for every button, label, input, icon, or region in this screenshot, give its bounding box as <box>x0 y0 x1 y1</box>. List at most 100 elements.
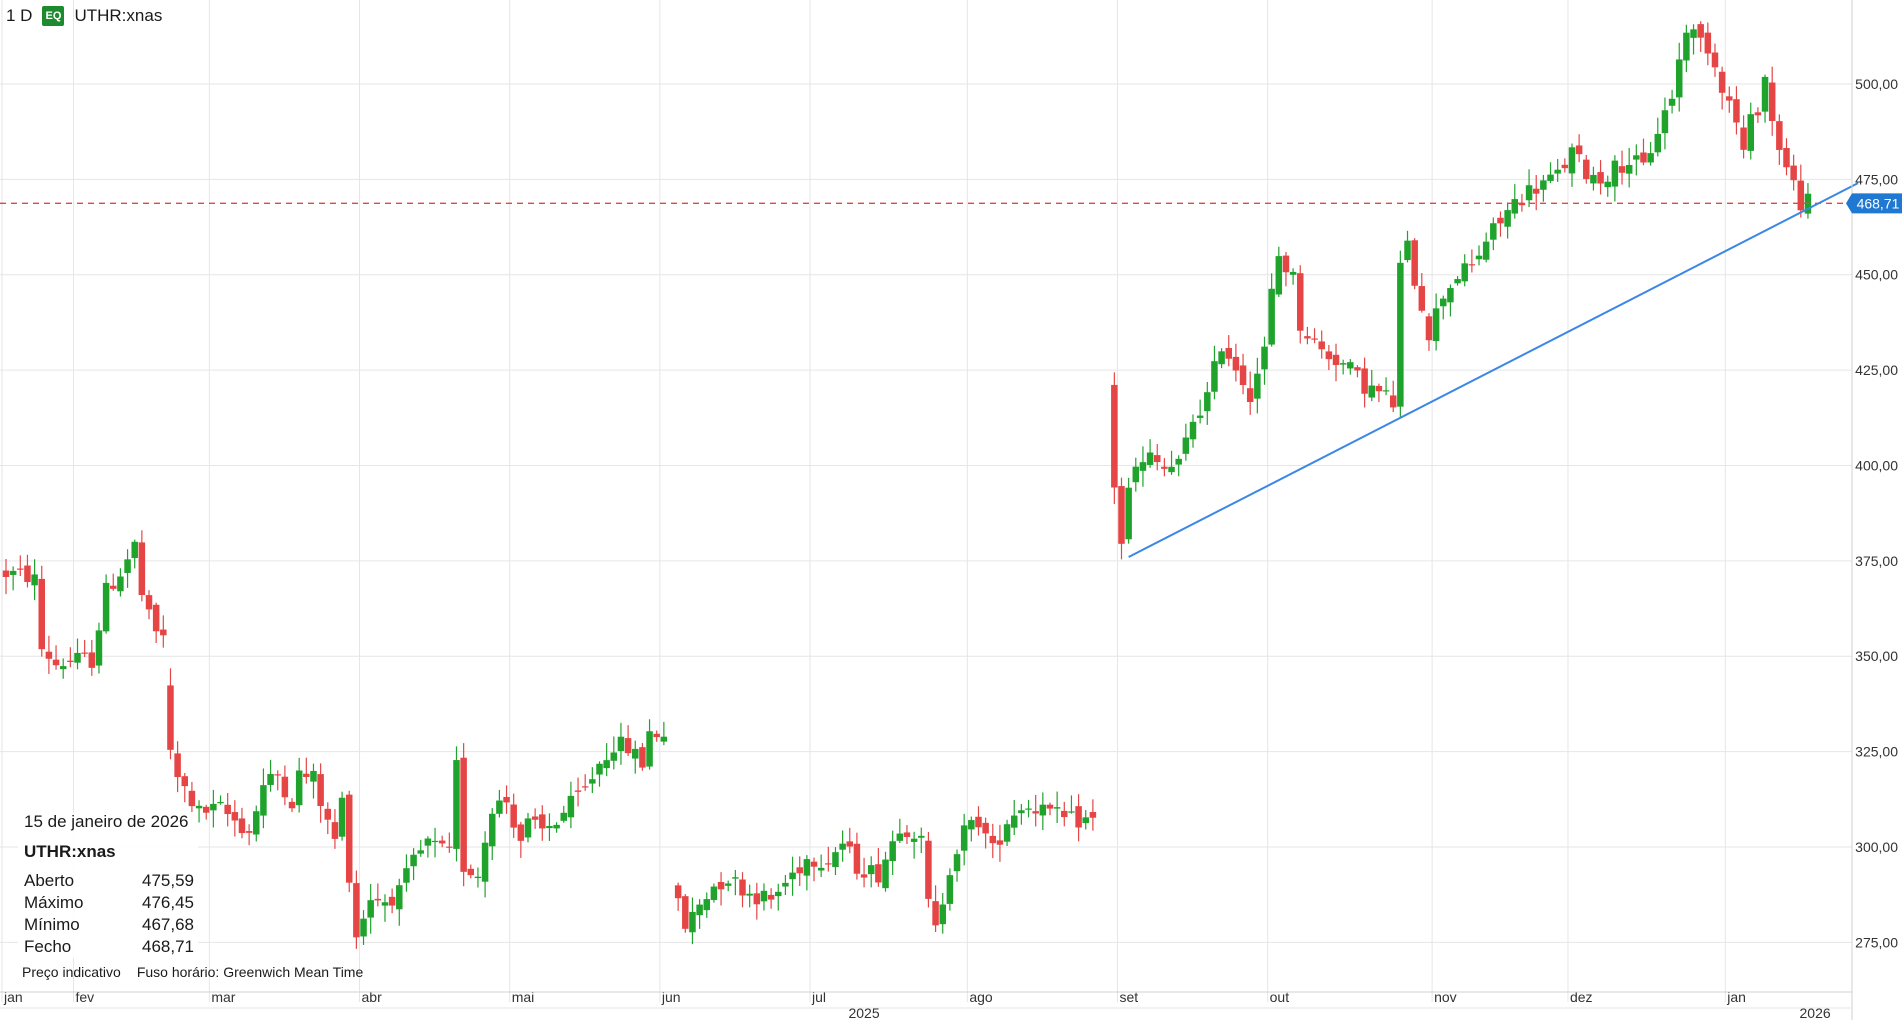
candle-body <box>95 630 103 666</box>
candle-body <box>1675 59 1683 98</box>
candle-body <box>281 776 289 798</box>
candle-body <box>1561 164 1569 169</box>
candle-body <box>560 812 567 821</box>
month-label: jan <box>1726 989 1746 1005</box>
candle-body <box>467 868 475 876</box>
candle-body <box>274 774 281 776</box>
candle-body <box>896 833 904 841</box>
month-label: jun <box>661 989 681 1005</box>
y-tick-label: 425,00 <box>1855 362 1898 378</box>
candle-body <box>1003 824 1011 842</box>
candle-body <box>31 574 38 586</box>
candle-body <box>1089 812 1097 818</box>
candle-body <box>1339 363 1347 365</box>
candle-body <box>503 796 510 803</box>
candle-body <box>174 753 181 778</box>
month-label: jan <box>3 989 23 1005</box>
candle-body <box>1082 817 1089 824</box>
y-tick-label: 475,00 <box>1855 171 1898 187</box>
candle-body <box>1540 180 1547 190</box>
candle-body <box>145 595 153 610</box>
candle-body <box>88 652 96 668</box>
candle-body <box>496 800 503 814</box>
candle-body <box>1447 288 1454 303</box>
candle-body <box>431 840 439 843</box>
candle-body <box>1397 262 1404 407</box>
candle-body <box>1754 112 1762 116</box>
candle-body <box>539 814 546 829</box>
candle-body <box>624 738 632 754</box>
candle-body <box>839 843 846 850</box>
candle-body <box>202 806 210 813</box>
candle-body <box>1332 354 1340 366</box>
ohlc-high-value: 476,45 <box>142 893 194 912</box>
candle-body <box>1118 486 1125 544</box>
y-tick-label: 325,00 <box>1855 744 1898 760</box>
candle-body <box>960 825 968 851</box>
candle-body <box>639 747 646 768</box>
candle-body <box>117 576 124 592</box>
candle-body <box>381 902 389 906</box>
candle-body <box>975 816 982 828</box>
candle-body <box>1025 808 1032 810</box>
candle-body <box>1254 373 1261 399</box>
candle-body <box>1511 199 1519 214</box>
candle-body <box>1218 351 1225 365</box>
candle-body <box>1668 98 1676 106</box>
candle-body <box>388 896 396 906</box>
candle-body <box>903 832 911 837</box>
candle-body <box>217 801 224 804</box>
trendline[interactable] <box>1128 182 1859 558</box>
candle-body <box>1704 32 1712 54</box>
candle-body <box>918 835 925 838</box>
candle-body <box>253 811 260 835</box>
candle-body <box>403 868 410 883</box>
candle-body <box>1482 241 1490 260</box>
candle-body <box>324 808 332 820</box>
candle-body <box>267 774 274 785</box>
candle-body <box>546 825 553 829</box>
candle-body <box>1318 341 1325 350</box>
candle-body <box>52 659 60 666</box>
candle-body <box>446 846 453 848</box>
candle-body <box>424 838 432 846</box>
interval-label[interactable]: 1 D <box>6 6 33 25</box>
candle-body <box>195 805 203 809</box>
candle-body <box>1204 392 1211 412</box>
candle-body <box>1497 217 1504 224</box>
candle-body <box>396 885 403 910</box>
candle-body <box>1575 145 1583 155</box>
candle-body <box>1504 210 1511 227</box>
candle-body <box>703 899 711 911</box>
candle-body <box>1468 264 1476 266</box>
candle-body <box>1454 279 1461 284</box>
candle-body <box>1733 99 1740 123</box>
candle-body <box>925 840 932 899</box>
candle-body <box>1418 286 1426 311</box>
candle-body <box>1018 810 1025 814</box>
candle-body <box>1132 466 1140 483</box>
candle-body <box>939 904 946 925</box>
month-label: mar <box>211 989 235 1005</box>
candle-body <box>1532 188 1540 194</box>
candle-body <box>796 867 803 874</box>
candle-body <box>245 831 253 833</box>
symbol-label[interactable]: UTHR:xnas <box>74 6 163 25</box>
candle-body <box>1790 165 1797 181</box>
candle-body <box>1246 388 1254 403</box>
overlays <box>0 182 1859 558</box>
candle-body <box>59 666 67 670</box>
month-label: set <box>1119 989 1138 1005</box>
candle-body <box>1404 240 1411 261</box>
candle-body <box>345 794 353 883</box>
candle-body <box>932 901 939 926</box>
candle-body <box>1046 804 1054 809</box>
candle-body <box>846 841 854 847</box>
candle-body <box>1232 356 1240 371</box>
candle-body <box>238 818 246 834</box>
candle-body <box>910 838 918 842</box>
chart-footnote: Preço indicativo Fuso horário: Greenwich… <box>22 964 363 980</box>
candle-body <box>1726 96 1733 101</box>
